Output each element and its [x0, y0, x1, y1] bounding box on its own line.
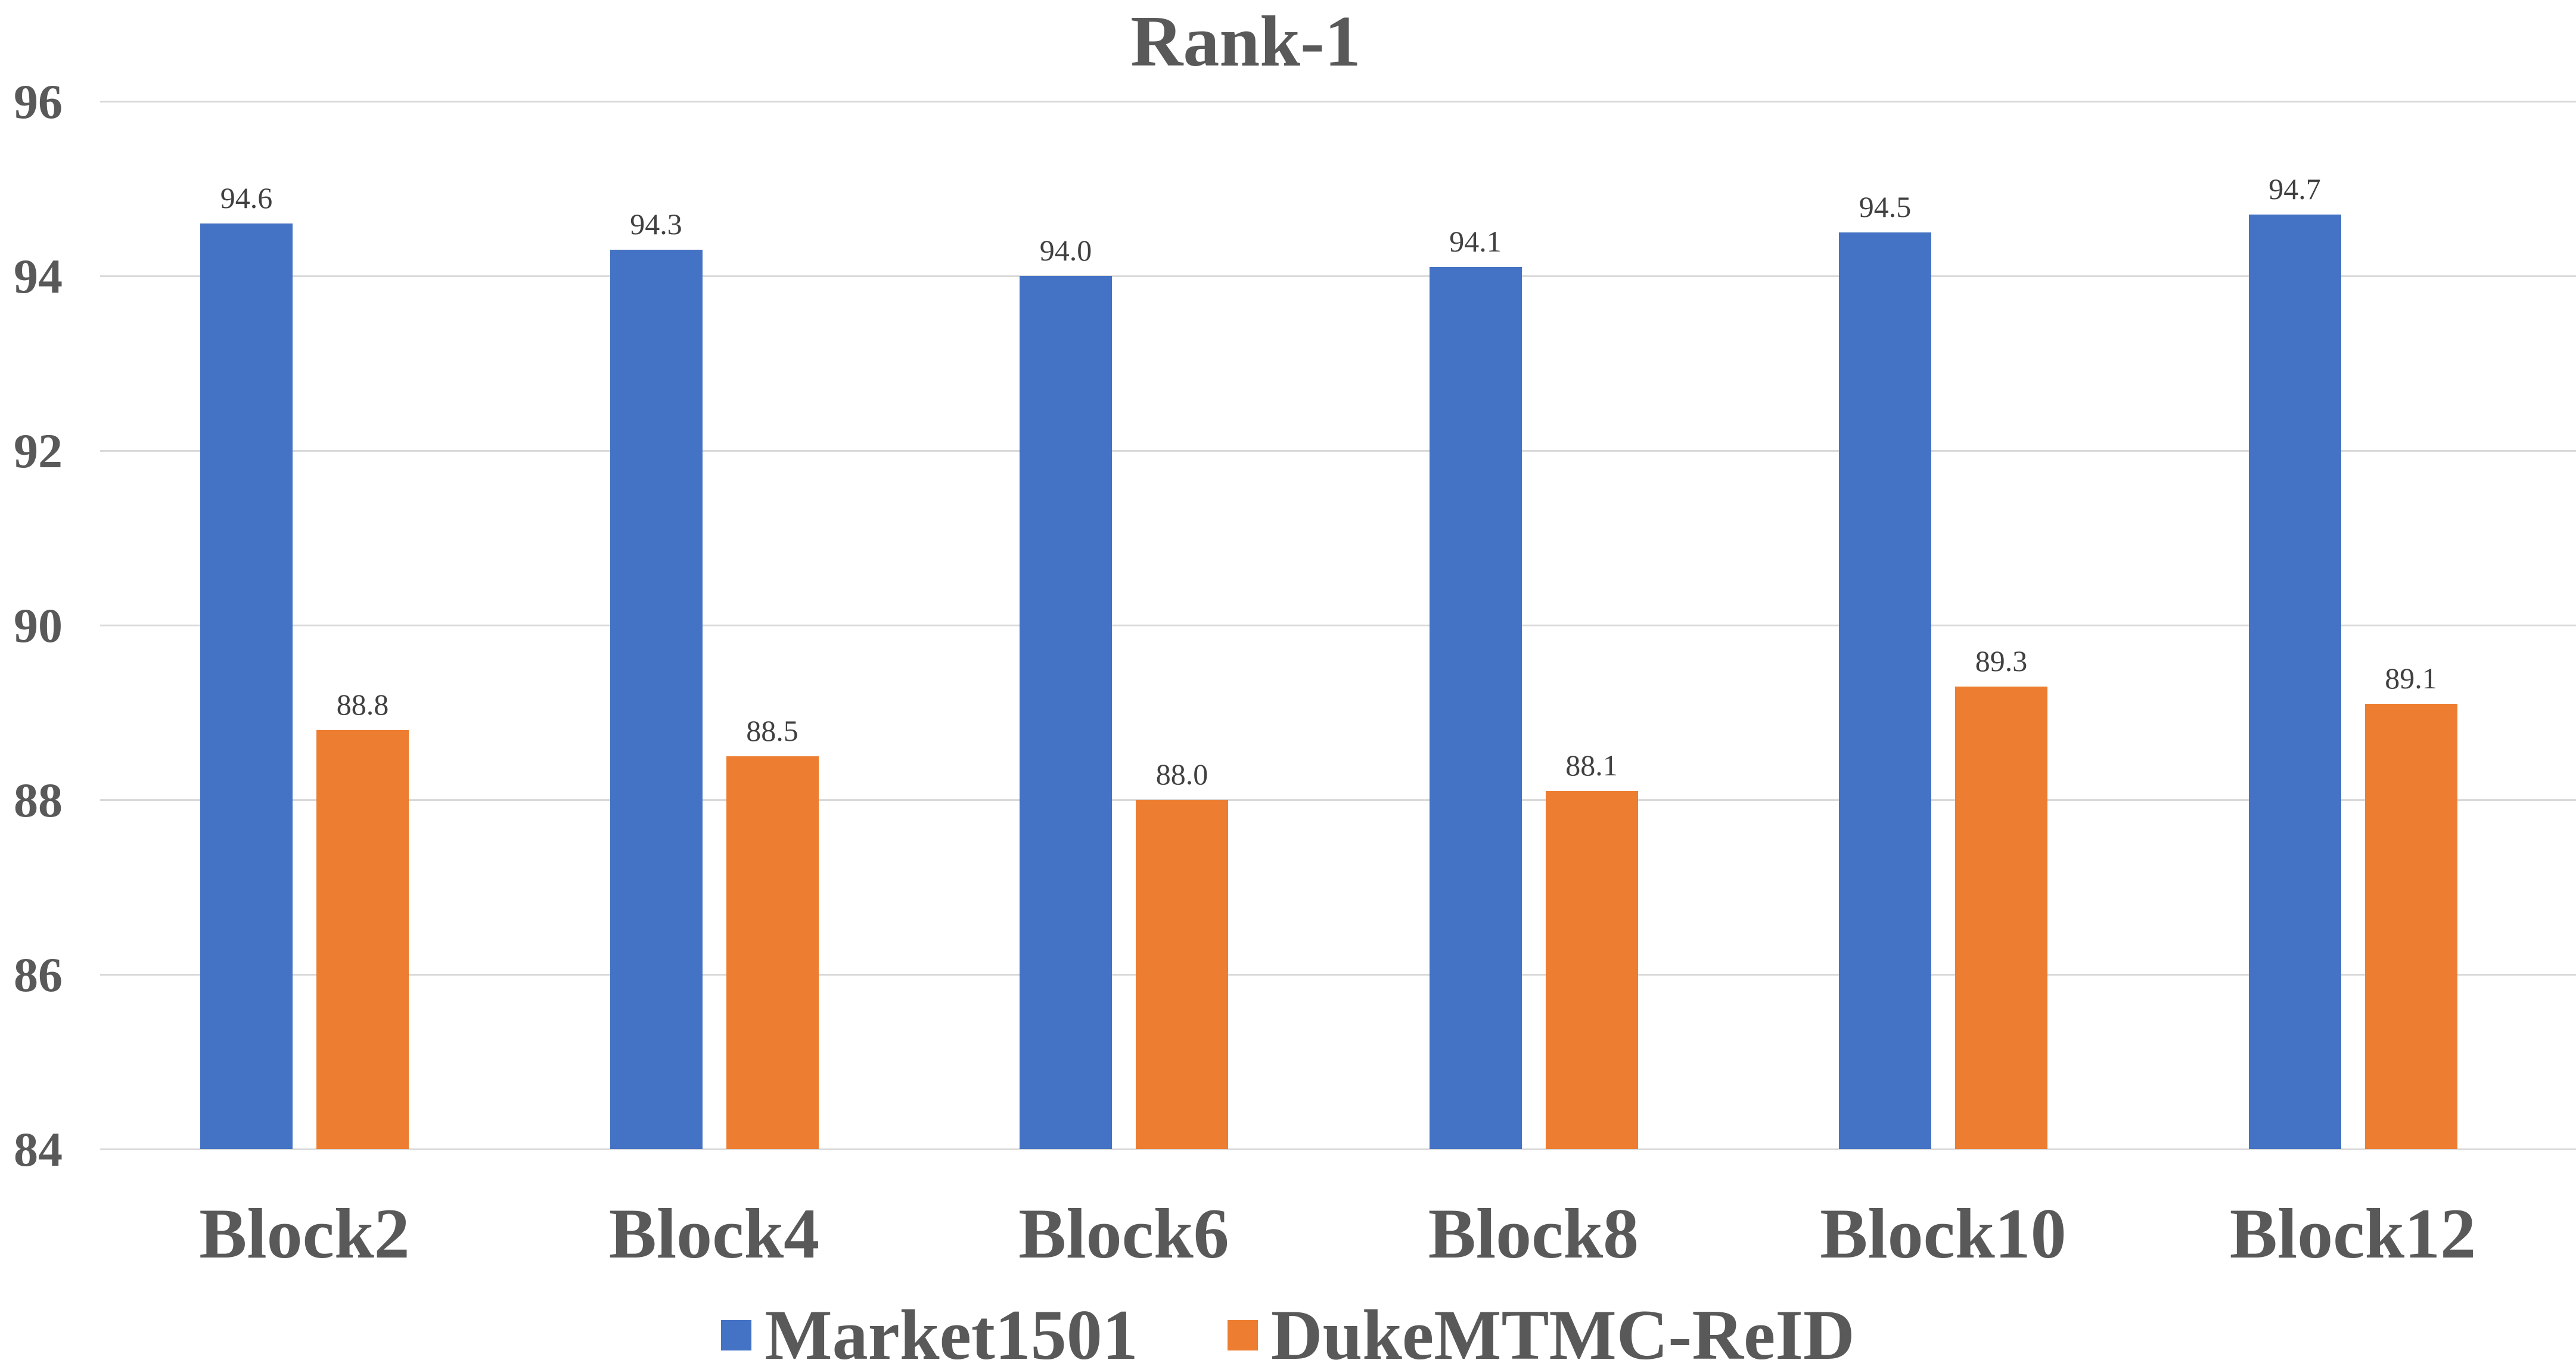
- legend-swatch-market1501: [721, 1319, 752, 1350]
- bar-dukemtmc-reid-block10: [1955, 686, 2047, 1149]
- legend: Market1501 DukeMTMC-ReID: [0, 1299, 2576, 1363]
- x-axis-label-block4: Block4: [608, 1194, 820, 1273]
- y-axis-tick-94: 94: [14, 249, 63, 303]
- gridline-94: [100, 275, 2576, 277]
- gridline-86: [100, 973, 2576, 976]
- bar-label-market1501-block8: 94.1: [1449, 225, 1502, 259]
- bar-dukemtmc-reid-block2: [316, 729, 409, 1149]
- bar-label-market1501-block2: 94.6: [220, 181, 273, 215]
- legend-label-market1501: Market1501: [765, 1295, 1138, 1363]
- gridline-90: [100, 624, 2576, 626]
- x-axis-label-block6: Block6: [1018, 1194, 1229, 1273]
- bar-label-dukemtmc-reid-block10: 89.3: [1975, 644, 2028, 678]
- bar-label-market1501-block6: 94.0: [1039, 234, 1092, 267]
- bar-label-market1501-block10: 94.5: [1859, 190, 1912, 223]
- legend-item-market1501: Market1501: [721, 1299, 1138, 1363]
- bar-market1501-block2: [200, 223, 293, 1149]
- x-axis-label-block2: Block2: [199, 1194, 410, 1273]
- chart-title: Rank-1: [1130, 1, 1361, 82]
- y-axis-tick-88: 88: [14, 773, 63, 827]
- y-axis-tick-90: 90: [14, 598, 63, 653]
- gridline-88: [100, 799, 2576, 801]
- bar-label-market1501-block4: 94.3: [630, 207, 682, 241]
- y-axis-tick-84: 84: [14, 1122, 63, 1176]
- bar-market1501-block12: [2248, 215, 2341, 1149]
- bar-market1501-block6: [1020, 276, 1112, 1149]
- bar-label-dukemtmc-reid-block2: 88.8: [336, 687, 389, 721]
- y-axis-tick-92: 92: [14, 424, 63, 478]
- bar-market1501-block8: [1429, 267, 1522, 1149]
- bar-market1501-block4: [610, 250, 703, 1149]
- x-axis-label-block10: Block10: [1820, 1194, 2067, 1273]
- legend-swatch-dukemtmc-reid: [1227, 1319, 1258, 1350]
- x-axis-label-block8: Block8: [1428, 1194, 1639, 1273]
- bar-market1501-block10: [1839, 232, 1931, 1149]
- x-axis-label-block12: Block12: [2229, 1194, 2476, 1273]
- gridline-84: [100, 1148, 2576, 1150]
- bar-label-market1501-block12: 94.7: [2269, 172, 2321, 206]
- bar-dukemtmc-reid-block6: [1136, 800, 1228, 1149]
- bar-dukemtmc-reid-block12: [2364, 703, 2457, 1149]
- bar-label-dukemtmc-reid-block4: 88.5: [746, 713, 798, 747]
- y-axis-tick-96: 96: [14, 74, 63, 129]
- legend-label-dukemtmc-reid: DukeMTMC-ReID: [1270, 1295, 1855, 1363]
- gridline-96: [100, 100, 2576, 103]
- bar-dukemtmc-reid-block4: [726, 756, 819, 1149]
- bar-label-dukemtmc-reid-block6: 88.0: [1155, 757, 1208, 791]
- bar-dukemtmc-reid-block8: [1545, 791, 1638, 1149]
- gridline-92: [100, 449, 2576, 452]
- legend-item-dukemtmc-reid: DukeMTMC-ReID: [1227, 1295, 1855, 1363]
- y-axis-tick-86: 86: [14, 948, 63, 1002]
- bar-label-dukemtmc-reid-block8: 88.1: [1565, 749, 1618, 783]
- bar-label-dukemtmc-reid-block12: 89.1: [2385, 661, 2437, 695]
